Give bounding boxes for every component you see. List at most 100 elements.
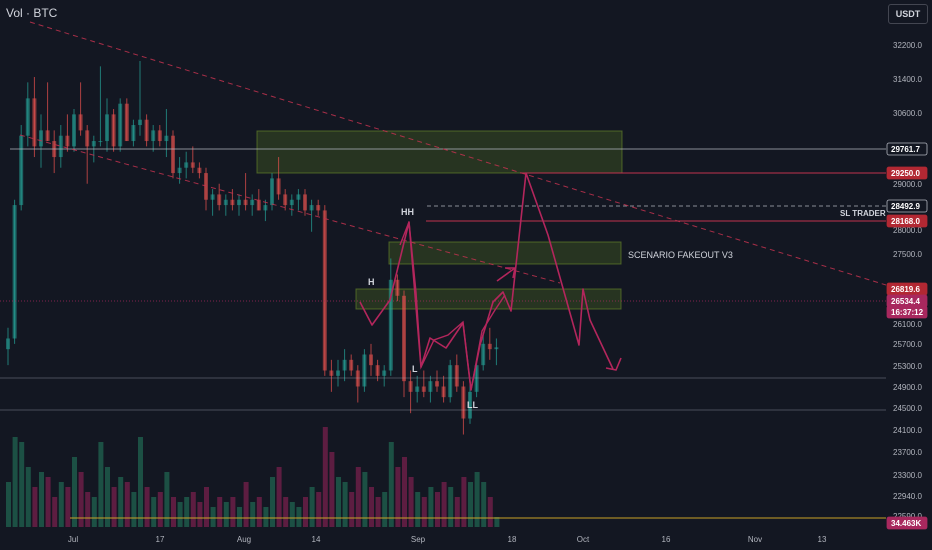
volume-bar (171, 497, 176, 527)
candle-body (382, 370, 387, 376)
candle-body (276, 178, 281, 195)
volume-bar (289, 502, 295, 527)
volume-bar (250, 502, 256, 527)
candle-body (197, 167, 202, 174)
candle-body (309, 205, 314, 211)
volume-bar (177, 502, 183, 527)
volume-bar (481, 482, 487, 527)
candle-body (230, 199, 235, 206)
price-tick-label: 22590.0 (893, 512, 922, 521)
volume-bar (12, 437, 18, 527)
arrow-down-icon (605, 357, 622, 371)
time-tick-label: 16 (662, 535, 671, 544)
candle-body (171, 135, 175, 174)
candle-body (283, 194, 288, 206)
candle-body (72, 114, 76, 147)
volume-bar (78, 472, 84, 527)
volume-bar (223, 502, 229, 527)
volume-bar (270, 477, 275, 527)
candle-body (296, 194, 301, 200)
candle-body (164, 135, 169, 142)
candle-body (336, 370, 340, 376)
candle-body (461, 386, 466, 419)
candle-body (395, 279, 400, 296)
price-label: 28492.9 (891, 202, 920, 211)
candle-body (468, 391, 472, 419)
currency-button[interactable]: USDT (888, 4, 928, 24)
candle-body (316, 205, 321, 211)
candle-body (98, 141, 103, 143)
candle-body (78, 114, 83, 131)
candle-body (415, 386, 420, 392)
candle-body (487, 343, 492, 350)
annotation-ll: LL (467, 400, 478, 410)
price-tick-label: 26100.0 (893, 320, 922, 329)
volume-bar (448, 487, 454, 527)
price-tick-label: 24500.0 (893, 404, 922, 413)
candle-body (342, 359, 347, 371)
candle-body (19, 135, 24, 206)
volume-bar (329, 452, 335, 527)
volume-bar (435, 492, 440, 527)
volume-bar (382, 492, 388, 527)
candle-body (263, 205, 268, 211)
candle-body (124, 103, 129, 142)
volume-bar (309, 487, 315, 527)
candle-body (250, 199, 255, 206)
price-tick-label: 25300.0 (893, 362, 922, 371)
candle-body (243, 199, 248, 206)
candle-body (65, 135, 70, 147)
volume-bar (151, 497, 157, 527)
price-label: 29761.7 (891, 145, 920, 154)
structure-zigzag (399, 221, 506, 391)
time-axis[interactable]: Jul 17 Aug 14 Sep 18 Oct 16 Nov 13 (68, 535, 827, 544)
price-label: 26819.6 (891, 285, 920, 294)
volume-bar (322, 427, 328, 527)
time-tick-label: Sep (411, 535, 426, 544)
volume-bar (415, 492, 421, 527)
zone-upper (256, 130, 623, 174)
candle-body (388, 279, 393, 371)
volume-bar (369, 487, 374, 527)
volume-bar (421, 497, 427, 527)
price-axis[interactable]: 32200.0 31400.0 30600.0 29000.0 28000.0 27500… (886, 41, 928, 530)
volume-bar (349, 492, 355, 527)
candle-body (329, 370, 334, 376)
volume-bar (111, 487, 117, 527)
price-tick-label: 27500.0 (893, 250, 922, 259)
candle-body (32, 98, 37, 147)
candle-body (289, 199, 294, 206)
volume-bar (6, 482, 11, 527)
candle-body (12, 205, 17, 339)
candle-body (210, 194, 215, 200)
price-tick-label: 30600.0 (893, 109, 922, 118)
candle-body (85, 130, 90, 147)
candle-body (111, 114, 116, 147)
candle-body (408, 381, 413, 392)
candle-body (105, 114, 109, 142)
price-tick-label: 25700.0 (893, 340, 922, 349)
candle-body (25, 98, 30, 136)
volume-bar (58, 482, 64, 527)
candle-body (39, 130, 43, 147)
volume-bar (316, 492, 322, 527)
zone-lower (355, 288, 622, 310)
volume-bar (428, 487, 434, 527)
volume-bar (487, 497, 493, 527)
annotation-scenario: SCENARIO FAKEOUT V3 (628, 250, 733, 260)
price-tick-label: 23700.0 (893, 448, 922, 457)
price-tick-label: 24100.0 (893, 426, 922, 435)
price-label: 34.463K (891, 519, 921, 528)
volume-bar (408, 477, 414, 527)
volume-bar (454, 497, 460, 527)
volume-bar (204, 487, 209, 527)
symbol-title[interactable]: Vol · BTC (6, 6, 58, 20)
candle-body (428, 381, 433, 392)
volume-bar (19, 442, 25, 527)
volume-bar (144, 487, 150, 527)
price-tick-label: 28000.0 (893, 226, 922, 235)
candle-body (355, 370, 360, 387)
price-label-box (886, 142, 928, 156)
price-label-box (886, 166, 928, 180)
